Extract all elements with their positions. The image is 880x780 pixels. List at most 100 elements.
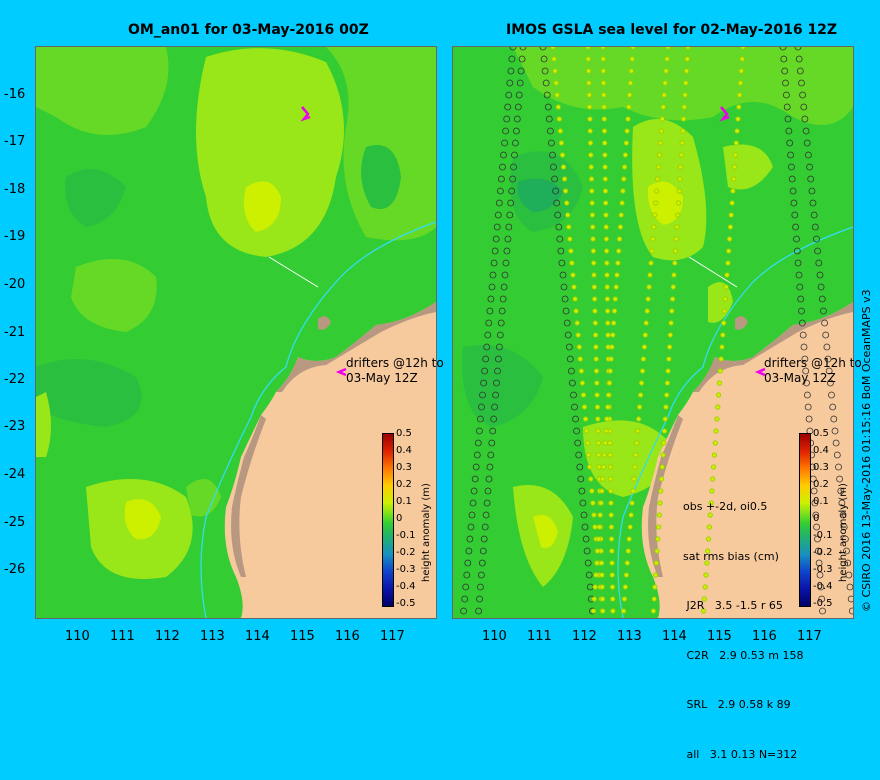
obs-point xyxy=(847,595,853,603)
obs-point xyxy=(798,307,805,315)
obs-point xyxy=(814,535,821,543)
obs-point xyxy=(670,296,676,302)
obs-point xyxy=(738,68,744,74)
obs-point xyxy=(614,272,620,278)
obs-point xyxy=(782,91,790,99)
obs-point xyxy=(601,104,607,110)
obs-point xyxy=(506,211,514,219)
obs-point xyxy=(502,127,509,135)
obs-point xyxy=(505,223,513,231)
obs-point xyxy=(713,428,719,434)
obs-point xyxy=(798,319,806,327)
obs-point xyxy=(566,224,572,230)
obs-point xyxy=(590,608,597,614)
obs-point xyxy=(480,535,488,543)
obs-point xyxy=(848,607,853,615)
obs-point xyxy=(791,211,799,219)
obs-point xyxy=(554,211,562,219)
obs-point xyxy=(837,487,845,495)
stats-line: SRL 2.9 0.58 k 89 xyxy=(683,698,791,711)
obs-point xyxy=(670,284,676,290)
obs-point xyxy=(587,140,594,146)
obs-point xyxy=(656,512,662,518)
island xyxy=(735,316,748,330)
obs-point xyxy=(473,451,481,459)
obs-point xyxy=(825,367,833,375)
obs-point xyxy=(787,163,795,171)
obs-point xyxy=(599,560,605,566)
obs-point xyxy=(464,559,472,567)
obs-point xyxy=(576,344,582,350)
x-tick-label: 112 xyxy=(572,629,597,644)
obs-point xyxy=(817,283,825,291)
obs-point xyxy=(804,151,812,159)
obs-point xyxy=(460,607,468,615)
obs-point xyxy=(701,596,707,602)
obs-point xyxy=(801,115,809,123)
obs-point xyxy=(565,343,573,351)
obs-point xyxy=(633,452,639,458)
x-tick-label: 111 xyxy=(527,629,552,644)
obs-point xyxy=(794,47,802,51)
field-contour xyxy=(36,392,51,457)
obs-point xyxy=(558,259,566,267)
obs-point xyxy=(839,511,847,519)
x-tick-label: 114 xyxy=(245,629,270,644)
obs-point xyxy=(503,115,511,123)
obs-point xyxy=(589,200,595,206)
obs-point xyxy=(647,272,653,278)
colorbar-tick: -0.3 xyxy=(813,564,833,575)
obs-point xyxy=(595,548,601,554)
obs-point xyxy=(641,344,647,350)
obs-point xyxy=(710,464,717,470)
obs-point xyxy=(803,379,810,387)
obs-point xyxy=(603,428,609,434)
obs-point xyxy=(589,488,595,494)
obs-point xyxy=(604,284,610,290)
x-tick-label: 113 xyxy=(200,629,225,644)
obs-point xyxy=(662,416,668,422)
obs-point xyxy=(508,187,516,195)
obs-point xyxy=(631,476,637,482)
colorbar-tick: 0.5 xyxy=(396,428,412,439)
obs-point xyxy=(663,404,669,410)
obs-point xyxy=(629,56,635,62)
obs-point xyxy=(502,259,510,267)
obs-point xyxy=(808,187,816,195)
obs-point xyxy=(812,511,820,519)
obs-point xyxy=(646,284,652,290)
obs-point xyxy=(544,103,552,111)
obs-point xyxy=(604,296,610,302)
obs-point xyxy=(797,295,805,303)
obs-point xyxy=(587,104,593,110)
obs-point xyxy=(678,152,684,158)
obs-point xyxy=(824,355,832,363)
obs-point xyxy=(605,404,611,410)
obs-point xyxy=(563,319,571,327)
obs-point xyxy=(669,308,675,314)
obs-point xyxy=(664,380,670,386)
obs-point xyxy=(574,320,580,326)
obs-point xyxy=(667,332,673,338)
obs-point xyxy=(507,199,515,207)
obs-point xyxy=(707,512,713,518)
obs-point xyxy=(610,596,616,602)
obs-point xyxy=(810,211,818,219)
obs-point xyxy=(622,164,628,170)
x-tick-label: 114 xyxy=(662,629,687,644)
obs-point xyxy=(606,392,612,398)
obs-point xyxy=(472,463,480,471)
obs-point xyxy=(846,583,853,591)
obs-point xyxy=(662,80,668,86)
obs-point xyxy=(468,511,476,519)
obs-point xyxy=(683,68,690,74)
obs-point xyxy=(716,380,723,386)
colorbar-tick: -0.4 xyxy=(396,581,416,592)
obs-point xyxy=(645,296,651,302)
colorbar-tick: 0.1 xyxy=(813,496,829,507)
obs-point xyxy=(607,368,613,374)
obs-point xyxy=(723,284,729,290)
obs-point xyxy=(553,199,561,207)
obs-point xyxy=(708,500,714,506)
obs-point xyxy=(628,512,634,518)
